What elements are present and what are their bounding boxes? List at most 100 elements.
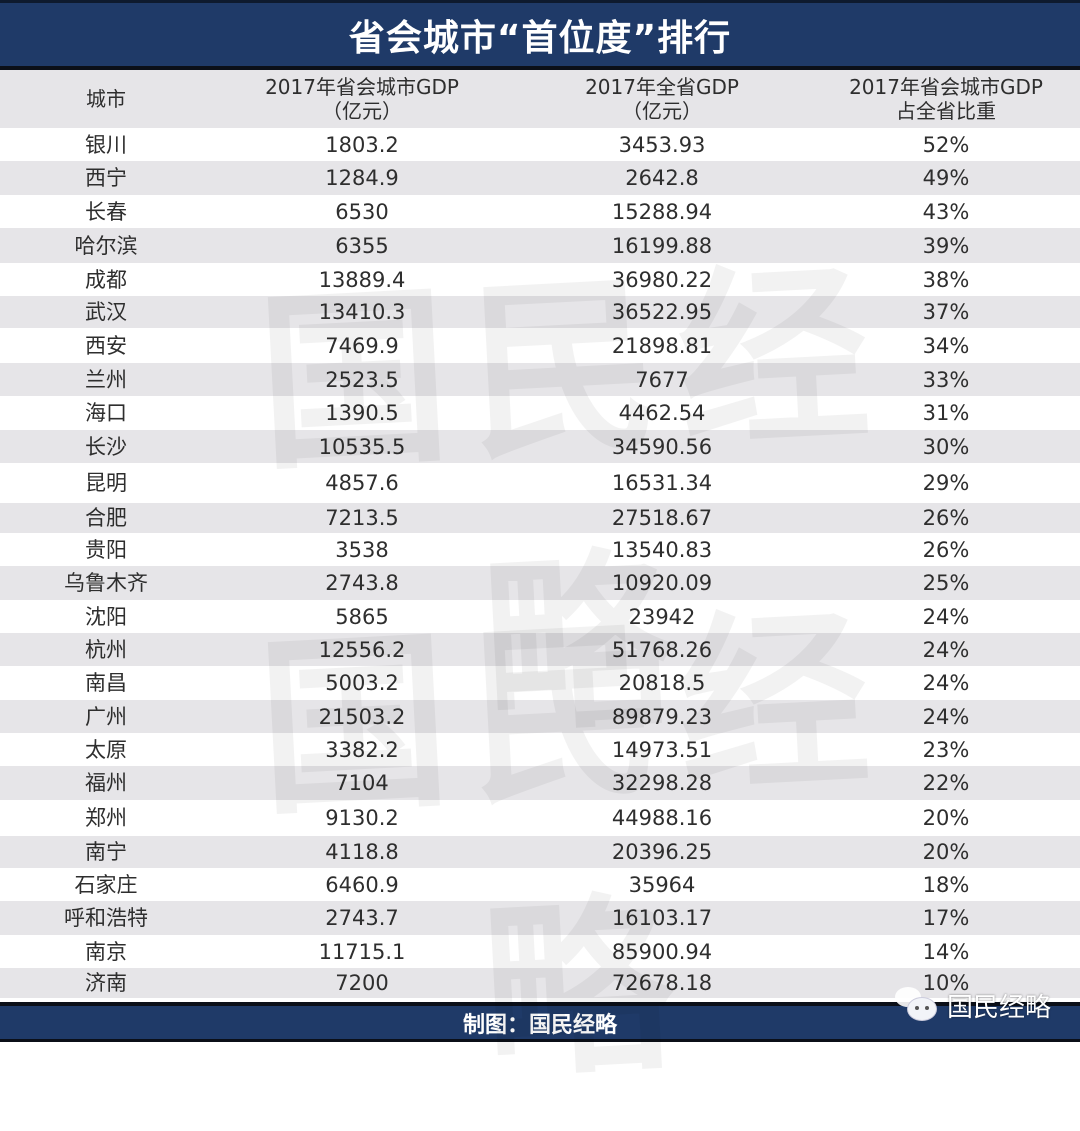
cell-share: 24%	[922, 704, 970, 729]
cell-province-gdp: 23942	[628, 604, 696, 629]
table-row: 广州 21503.2 89879.23 24%	[0, 700, 1080, 733]
cell-capital-gdp: 7213.5	[325, 506, 399, 530]
cell-capital-gdp: 5865	[335, 604, 389, 629]
cell-capital-gdp: 6530	[335, 199, 389, 224]
cell-city: 福州	[85, 771, 127, 795]
cell-capital-gdp: 10535.5	[318, 434, 406, 459]
cell-province-gdp: 20396.25	[611, 840, 713, 864]
cell-city: 哈尔滨	[74, 233, 138, 258]
table-row: 兰州 2523.5 7677 33%	[0, 363, 1080, 396]
cell-province-gdp: 36980.22	[611, 267, 713, 292]
cell-city: 呼和浩特	[64, 906, 148, 930]
cell-province-gdp: 3453.93	[618, 132, 706, 157]
cell-share: 22%	[922, 771, 970, 795]
table-row: 长春 6530 15288.94 43%	[0, 195, 1080, 228]
cell-city: 长沙	[85, 434, 127, 459]
cell-province-gdp: 44988.16	[611, 806, 713, 830]
cell-share: 52%	[922, 132, 970, 157]
cell-share: 20%	[922, 806, 970, 830]
cell-province-gdp: 20818.5	[618, 671, 706, 695]
cell-province-gdp: 72678.18	[611, 971, 713, 995]
cell-share: 23%	[922, 737, 970, 762]
cell-province-gdp: 34590.56	[611, 434, 713, 459]
cell-capital-gdp: 1284.9	[325, 166, 399, 190]
cell-city: 贵阳	[85, 537, 127, 562]
table-row: 济南 7200 72678.18 10%	[0, 968, 1080, 998]
cell-city: 乌鲁木齐	[64, 571, 148, 595]
cell-city: 郑州	[85, 806, 127, 830]
cell-share: 24%	[922, 671, 970, 695]
cell-capital-gdp: 9130.2	[325, 806, 399, 830]
cell-share: 38%	[922, 267, 970, 292]
cell-capital-gdp: 7200	[335, 971, 389, 995]
cell-share: 33%	[922, 367, 970, 392]
cell-share: 43%	[922, 199, 970, 224]
cell-capital-gdp: 13889.4	[318, 267, 406, 292]
cell-capital-gdp: 4857.6	[325, 471, 399, 495]
cell-share: 25%	[922, 571, 970, 595]
table-row: 南宁 4118.8 20396.25 20%	[0, 836, 1080, 868]
table-row: 石家庄 6460.9 35964 18%	[0, 868, 1080, 901]
cell-capital-gdp: 7104	[335, 771, 389, 795]
cell-province-gdp: 14973.51	[611, 737, 713, 762]
gdp-table: 城市 2017年省会城市GDP （亿元） 2017年全省GDP （亿元） 2017年…	[0, 70, 1080, 998]
cell-city: 合肥	[85, 506, 127, 530]
cell-province-gdp: 32298.28	[611, 771, 713, 795]
cell-capital-gdp: 1803.2	[325, 132, 399, 157]
cell-city: 太原	[85, 737, 127, 762]
table-row: 哈尔滨 6355 16199.88 39%	[0, 228, 1080, 263]
brand-name: 国民经略	[947, 992, 1052, 1023]
table-row: 长沙 10535.5 34590.56 30%	[0, 430, 1080, 463]
table-row: 南昌 5003.2 20818.5 24%	[0, 666, 1080, 700]
table-row: 沈阳 5865 23942 24%	[0, 600, 1080, 633]
cell-share: 14%	[922, 939, 970, 964]
cell-city: 南昌	[85, 671, 127, 695]
header-province-gdp: 2017年全省GDP （亿元）	[585, 75, 739, 123]
cell-share: 18%	[922, 872, 970, 897]
table-body: 银川 1803.2 3453.93 52% 西宁 1284.9 2642.8 49% 长春 653…	[0, 128, 1080, 998]
cell-city: 海口	[85, 401, 127, 425]
cell-city: 长春	[85, 199, 127, 224]
cell-city: 昆明	[85, 471, 127, 495]
table-row: 贵阳 3538 13540.83 26%	[0, 533, 1080, 566]
cell-province-gdp: 10920.09	[611, 571, 713, 595]
cell-share: 26%	[922, 506, 970, 530]
cell-capital-gdp: 3382.2	[325, 737, 399, 762]
cell-city: 南京	[85, 939, 127, 964]
cell-share: 29%	[922, 471, 970, 495]
header-capital-gdp: 2017年省会城市GDP （亿元）	[265, 75, 459, 123]
cell-province-gdp: 15288.94	[611, 199, 713, 224]
cell-capital-gdp: 5003.2	[325, 671, 399, 695]
wechat-icon	[895, 985, 943, 1025]
cell-province-gdp: 16103.17	[611, 906, 713, 930]
table-row: 成都 13889.4 36980.22 38%	[0, 263, 1080, 296]
footer-credit: 制图：国民经略	[462, 1012, 617, 1038]
cell-province-gdp: 7677	[635, 367, 689, 392]
table-row: 海口 1390.5 4462.54 31%	[0, 396, 1080, 430]
cell-capital-gdp: 2523.5	[325, 367, 399, 392]
cell-city: 银川	[85, 132, 127, 157]
cell-share: 37%	[922, 300, 970, 324]
cell-province-gdp: 27518.67	[611, 506, 713, 530]
cell-share: 20%	[922, 840, 970, 864]
cell-province-gdp: 51768.26	[611, 637, 713, 662]
cell-share: 24%	[922, 637, 970, 662]
table-row: 郑州 9130.2 44988.16 20%	[0, 800, 1080, 836]
table-row: 杭州 12556.2 51768.26 24%	[0, 633, 1080, 666]
cell-capital-gdp: 12556.2	[318, 637, 406, 662]
cell-province-gdp: 2642.8	[625, 166, 699, 190]
cell-city: 武汉	[85, 300, 127, 324]
cell-capital-gdp: 11715.1	[318, 939, 406, 964]
cell-share: 10%	[922, 971, 970, 995]
cell-capital-gdp: 1390.5	[325, 401, 399, 425]
page-title: 省会城市“首位度”排行	[348, 17, 732, 59]
table-row: 太原 3382.2 14973.51 23%	[0, 733, 1080, 766]
header-share: 2017年省会城市GDP 占全省比重	[849, 75, 1043, 123]
cell-city: 杭州	[85, 637, 127, 662]
cell-share: 31%	[922, 401, 970, 425]
cell-city: 沈阳	[85, 604, 127, 629]
cell-capital-gdp: 7469.9	[325, 333, 399, 358]
cell-city: 成都	[85, 267, 127, 292]
cell-capital-gdp: 6460.9	[325, 872, 399, 897]
table-row: 南京 11715.1 85900.94 14%	[0, 935, 1080, 968]
